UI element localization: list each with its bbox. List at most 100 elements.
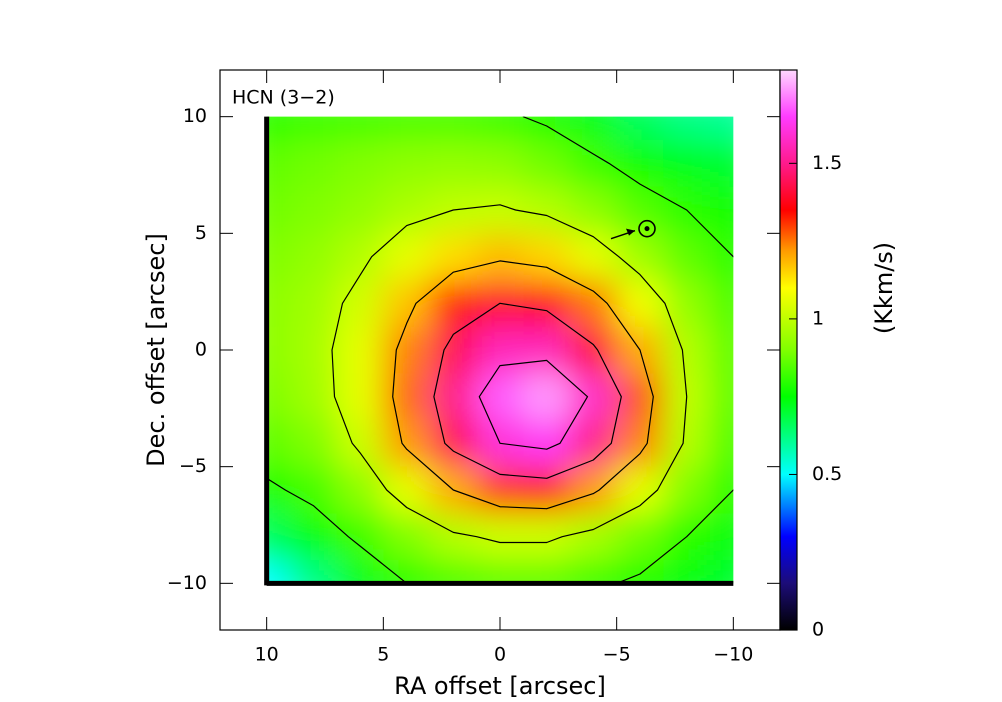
heatmap-cell xyxy=(523,116,571,141)
y-tick-label: 10 xyxy=(183,105,207,127)
heatmap-cell xyxy=(290,466,338,514)
heatmap-cell xyxy=(616,116,664,141)
heatmap-cell xyxy=(476,373,524,421)
heatmap-cell xyxy=(476,560,524,584)
chart-title: HCN (3−2) xyxy=(232,87,335,109)
y-tick-label: 0 xyxy=(195,339,207,361)
heatmap-cell xyxy=(383,560,431,584)
heatmap-cell xyxy=(663,466,711,514)
heatmap-cell xyxy=(710,116,734,141)
heatmap-cell xyxy=(523,280,571,328)
heatmap-cell xyxy=(383,233,431,281)
heatmap-cell xyxy=(710,560,734,584)
heatmap-cell xyxy=(476,513,524,561)
heatmap-cell xyxy=(476,140,524,188)
heatmap-cell xyxy=(710,513,734,561)
heatmap-cell xyxy=(663,233,711,281)
heatmap-cell xyxy=(523,233,571,281)
heatmap-cell xyxy=(383,373,431,421)
heatmap-cell xyxy=(570,233,618,281)
heatmap-cell xyxy=(430,513,478,561)
heatmap-cell xyxy=(383,116,431,141)
heatmap-cell xyxy=(290,280,338,328)
heatmap-cell xyxy=(570,280,618,328)
heatmap-cell xyxy=(430,280,478,328)
colorbar-label: (Kkm/s) xyxy=(870,242,898,334)
heatmap-cells xyxy=(266,116,734,584)
y-tick-label: −5 xyxy=(179,455,207,477)
heatmap-cell xyxy=(266,280,291,328)
heatmap-cell xyxy=(430,233,478,281)
heatmap-cell xyxy=(383,326,431,374)
heatmap-cell xyxy=(570,116,618,141)
heatmap-cell xyxy=(663,280,711,328)
heatmap-cell xyxy=(663,140,711,188)
colorbar-tick-label: 0 xyxy=(812,619,824,641)
heatmap-cell xyxy=(663,326,711,374)
heatmap-cell xyxy=(290,420,338,468)
heatmap-cell xyxy=(383,420,431,468)
heatmap-cell xyxy=(523,466,571,514)
heatmap-cell xyxy=(290,233,338,281)
contour xyxy=(478,359,589,450)
heatmap-cell xyxy=(523,140,571,188)
heatmap-cell xyxy=(266,233,291,281)
x-tick-label: −10 xyxy=(713,644,753,666)
heatmap-cell xyxy=(266,326,291,374)
heatmap-cell xyxy=(710,373,734,421)
heatmap-cell xyxy=(570,186,618,234)
heatmap-cell xyxy=(616,140,664,188)
heatmap-cell xyxy=(710,140,734,188)
map xyxy=(266,116,734,584)
heatmap-cell xyxy=(430,560,478,584)
heatmap-cell xyxy=(290,513,338,561)
heatmap-cell xyxy=(290,186,338,234)
heatmap-cell xyxy=(383,513,431,561)
marker xyxy=(638,219,656,238)
heatmap-cell xyxy=(383,466,431,514)
x-tick-label: 5 xyxy=(377,644,389,666)
heatmap-cell xyxy=(336,280,384,328)
y-tick-label: 5 xyxy=(195,222,207,244)
heatmap-cell xyxy=(616,373,664,421)
heatmap-cell xyxy=(266,373,291,421)
heatmap-cell xyxy=(336,233,384,281)
y-tick-label: −10 xyxy=(167,572,207,594)
heatmap-cell xyxy=(383,140,431,188)
heatmap-cell xyxy=(266,420,291,468)
heatmap-cell xyxy=(430,140,478,188)
heatmap-cell xyxy=(616,513,664,561)
heatmap-cell xyxy=(266,186,291,234)
contour xyxy=(266,116,734,584)
heatmap-cell xyxy=(663,420,711,468)
heatmap-cell xyxy=(570,326,618,374)
heatmap-cell xyxy=(383,280,431,328)
contour xyxy=(433,302,622,479)
heatmap-cell xyxy=(266,116,291,141)
heatmap-cell xyxy=(336,420,384,468)
heatmap-cell xyxy=(290,560,338,584)
marker-arrowhead xyxy=(626,228,635,236)
heatmap-cell xyxy=(476,116,524,141)
heatmap-cell xyxy=(430,116,478,141)
heatmap-cell xyxy=(663,116,711,141)
heatmap-cell xyxy=(336,373,384,421)
heatmap-cell xyxy=(383,186,431,234)
heatmap-cell xyxy=(710,280,734,328)
colorbar xyxy=(779,69,798,631)
heatmap-cell xyxy=(266,513,291,561)
heatmap-cell xyxy=(336,466,384,514)
heatmap-cell xyxy=(710,326,734,374)
heatmap-cell xyxy=(290,373,338,421)
overlay: 10 5 0 −5 −10 −10 −5 0 5 10 0 0.5 1 1.5 xyxy=(167,69,842,666)
heatmap-cell xyxy=(266,140,291,188)
heatmap-cell xyxy=(523,186,571,234)
heatmap-cell xyxy=(523,373,571,421)
colorbar-tick-label: 0.5 xyxy=(812,463,842,485)
heatmap-cell xyxy=(290,140,338,188)
marker-dot xyxy=(644,226,650,232)
heatmap-cell xyxy=(476,326,524,374)
heatmap-cell xyxy=(663,560,711,584)
heatmap-cell xyxy=(336,326,384,374)
heatmap-cell xyxy=(710,466,734,514)
